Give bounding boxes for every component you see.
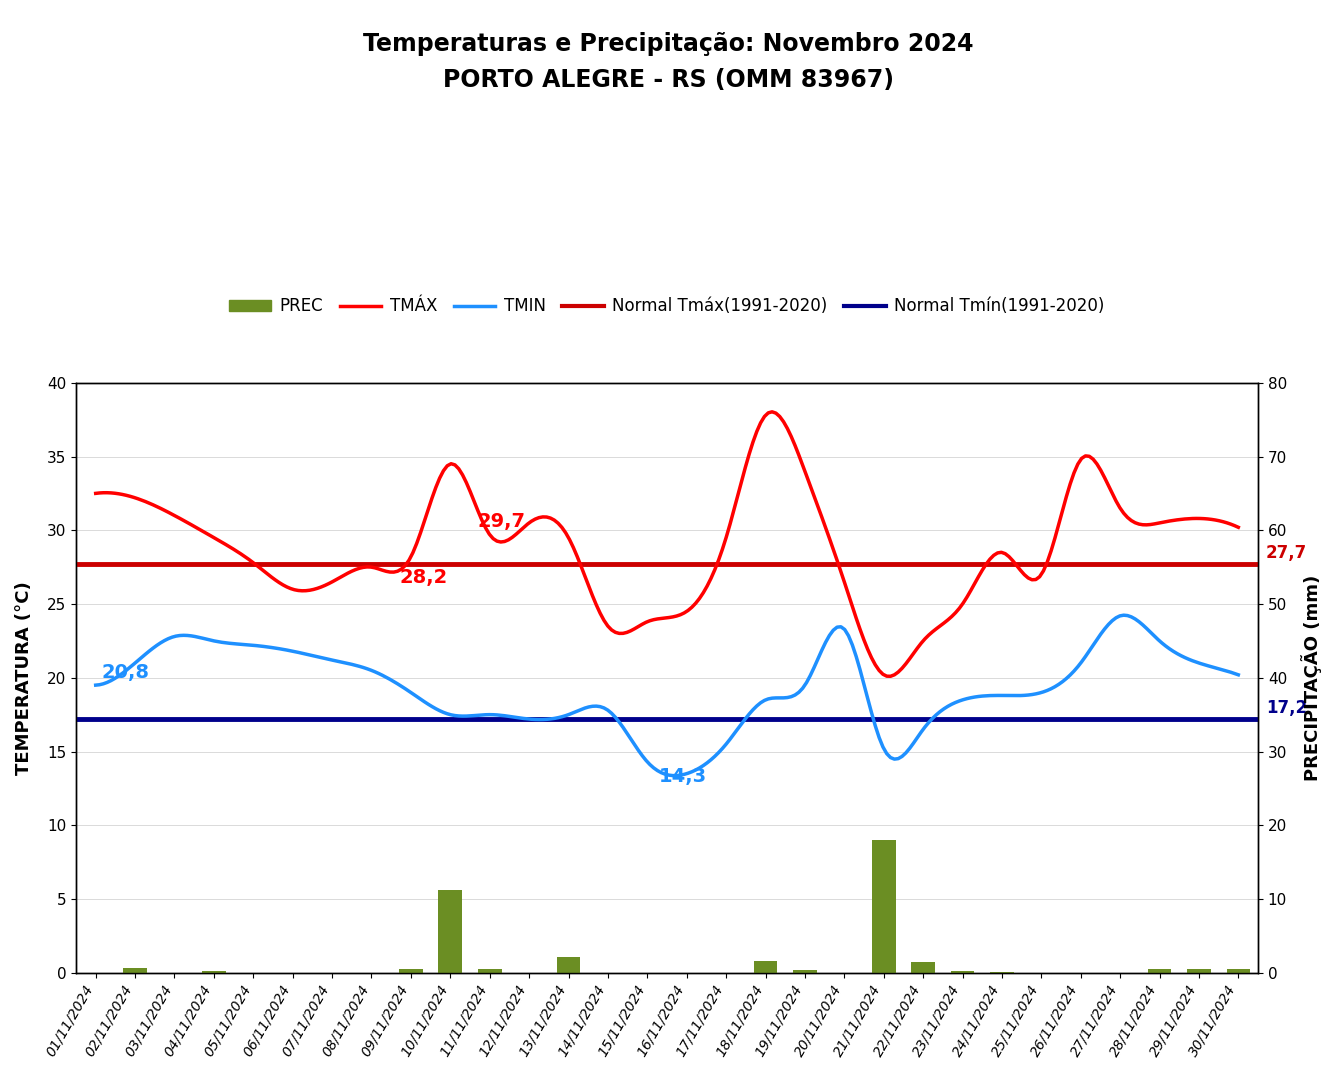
- Text: 29,7: 29,7: [477, 512, 525, 532]
- Bar: [123, 968, 147, 973]
- Bar: [556, 957, 580, 973]
- Bar: [754, 961, 777, 973]
- Text: 17,2: 17,2: [1266, 699, 1308, 716]
- Bar: [477, 969, 501, 973]
- Bar: [398, 969, 422, 973]
- Bar: [872, 840, 896, 973]
- Bar: [1147, 969, 1171, 973]
- Bar: [1187, 969, 1211, 973]
- Bar: [202, 971, 226, 973]
- Y-axis label: TEMPERATURA (°C): TEMPERATURA (°C): [15, 581, 33, 774]
- Text: Temperaturas e Precipitação: Novembro 2024
PORTO ALEGRE - RS (OMM 83967): Temperaturas e Precipitação: Novembro 20…: [364, 32, 973, 91]
- Bar: [912, 962, 935, 973]
- Bar: [1226, 969, 1250, 973]
- Text: 28,2: 28,2: [398, 568, 448, 587]
- Text: 14,3: 14,3: [659, 768, 707, 786]
- Bar: [951, 971, 975, 973]
- Text: 20,8: 20,8: [102, 663, 150, 682]
- Legend: PREC, TMÁX, TMIN, Normal Tmáx(1991-2020), Normal Tmín(1991-2020): PREC, TMÁX, TMIN, Normal Tmáx(1991-2020)…: [223, 291, 1111, 322]
- Bar: [439, 890, 463, 973]
- Text: 27,7: 27,7: [1266, 543, 1308, 562]
- Y-axis label: PRECIPITAÇÃO (mm): PRECIPITAÇÃO (mm): [1301, 575, 1322, 781]
- Bar: [793, 970, 817, 973]
